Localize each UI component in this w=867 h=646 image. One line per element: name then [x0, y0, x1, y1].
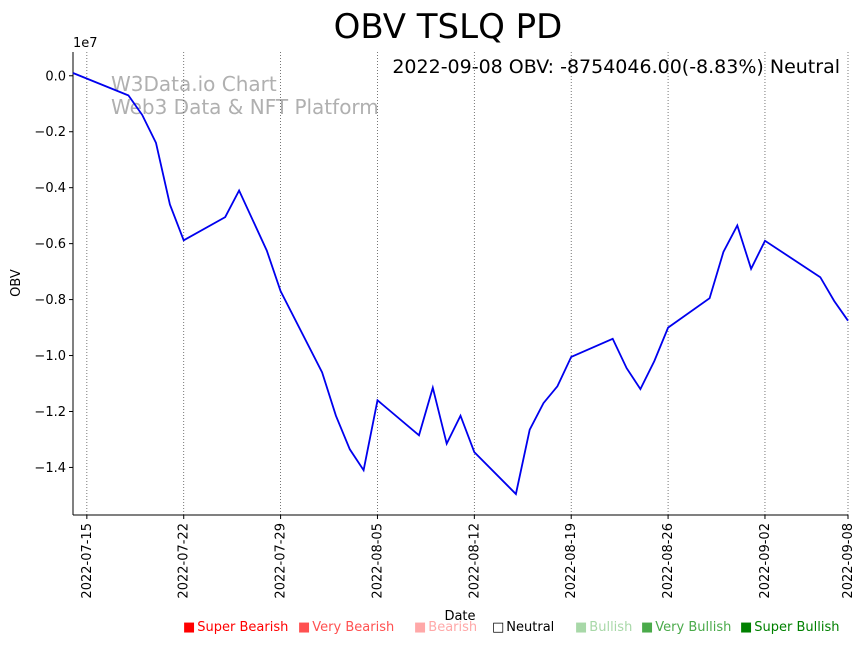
- legend-label: Bearish: [428, 620, 478, 635]
- x-tick-label: 2022-07-22: [177, 523, 192, 599]
- legend-label: Very Bullish: [655, 620, 732, 635]
- legend-swatch-icon: ■: [575, 620, 588, 635]
- x-tick-label: 2022-09-08: [841, 523, 856, 599]
- y-tick-label: −0.8: [34, 293, 66, 308]
- y-tick-label: −0.4: [34, 181, 66, 196]
- legend-label: Bullish: [589, 620, 633, 635]
- legend-swatch-icon: ■: [740, 620, 753, 635]
- y-tick-label: −1.2: [34, 405, 66, 420]
- y-ticks: 0.0 −0.2 −0.4 −0.6 −0.8 −1.0 −1.2 −1.4: [34, 69, 73, 476]
- gridlines: [86, 52, 849, 515]
- watermark-line-2: Web3 Data & NFT Platform: [111, 95, 379, 119]
- y-tick-label: −1.0: [34, 349, 66, 364]
- legend-item-super-bullish: ■ Super Bullish: [740, 620, 840, 635]
- y-multiplier-label: 1e7: [73, 36, 98, 51]
- chart-title: OBV TSLQ PD: [334, 7, 563, 47]
- legend-label: Super Bearish: [197, 620, 289, 635]
- legend-swatch-icon: ■: [298, 620, 311, 635]
- obv-series-line: [72, 72, 849, 496]
- x-ticks: 2022-07-15 2022-07-22 2022-07-29 2022-08-05…: [80, 515, 856, 599]
- y-tick-label: 0.0: [45, 69, 66, 84]
- x-tick-label: 2022-08-12: [467, 523, 482, 599]
- watermark-line-1: W3Data.io Chart: [111, 72, 277, 96]
- x-axis-label: Date: [444, 609, 475, 624]
- legend-label: Very Bearish: [312, 620, 395, 635]
- y-tick-label: −1.4: [34, 461, 66, 476]
- legend-swatch-icon: □: [492, 620, 505, 635]
- axes: [72, 52, 848, 516]
- x-tick-label: 2022-09-02: [758, 523, 773, 599]
- x-tick-label: 2022-07-29: [274, 523, 289, 599]
- legend-item-very-bullish: ■ Very Bullish: [641, 620, 731, 635]
- legend-item-super-bearish: ■ Super Bearish: [183, 620, 288, 635]
- legend-item-bearish: ■ Bearish: [414, 620, 477, 635]
- y-tick-label: −0.2: [34, 125, 66, 140]
- x-tick-label: 2022-08-05: [370, 523, 385, 599]
- y-tick-label: −0.6: [34, 237, 66, 252]
- x-tick-label: 2022-08-26: [661, 523, 676, 599]
- y-axis-label: OBV: [9, 269, 24, 297]
- legend-item-very-bearish: ■ Very Bearish: [298, 620, 394, 635]
- legend-swatch-icon: ■: [183, 620, 196, 635]
- legend-label: Super Bullish: [754, 620, 840, 635]
- legend-swatch-icon: ■: [414, 620, 427, 635]
- legend-item-neutral: □ Neutral: [492, 620, 554, 635]
- latest-value-annotation: 2022-09-08 OBV: -8754046.00(-8.83%) Neut…: [392, 56, 840, 78]
- legend-item-bullish: ■ Bullish: [575, 620, 632, 635]
- x-tick-label: 2022-07-15: [80, 523, 95, 599]
- legend-label: Neutral: [506, 620, 555, 635]
- x-tick-label: 2022-08-19: [564, 523, 579, 599]
- legend-swatch-icon: ■: [641, 620, 654, 635]
